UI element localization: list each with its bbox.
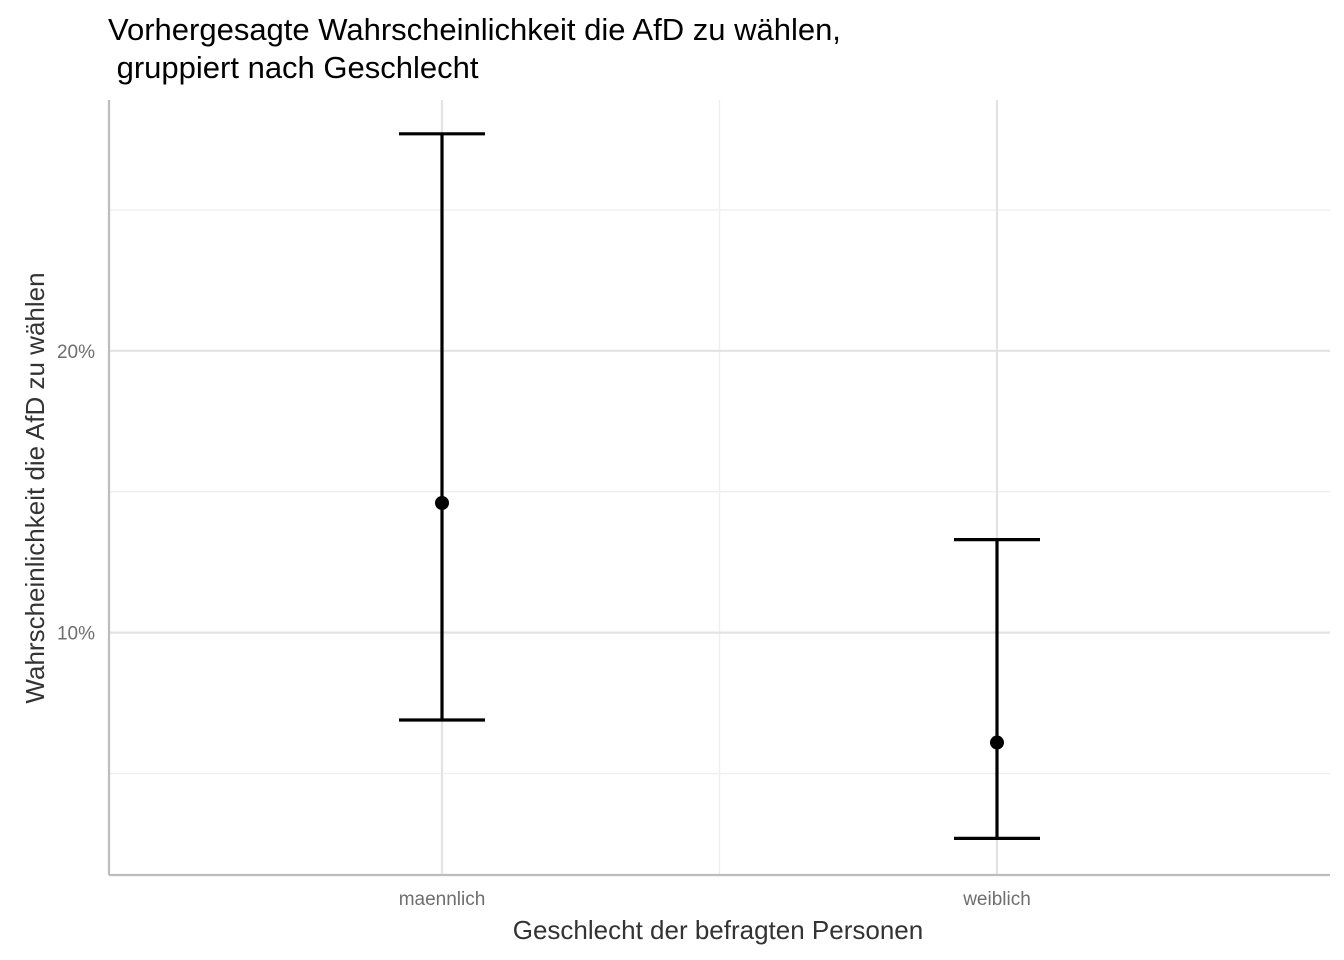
gridlines <box>109 100 1330 875</box>
errorbar-maennlich <box>399 132 485 722</box>
error-bars <box>399 132 1040 840</box>
x-tick-label: maennlich <box>399 889 486 910</box>
chart-title-line-1: Vorhergesagte Wahrscheinlichkeit die AfD… <box>108 12 841 47</box>
point-estimate <box>990 735 1004 750</box>
y-axis-title: Wahrscheinlichkeit die AfD zu wählen <box>20 272 50 703</box>
x-axis-title: Geschlecht der befragten Personen <box>513 915 923 945</box>
y-tick-label: 20% <box>57 342 95 363</box>
point-estimate <box>435 496 449 510</box>
tick-labels: 10% 20% maennlich weiblich <box>57 342 1031 910</box>
chart-title-line-2: gruppiert nach Geschlecht <box>108 50 479 85</box>
axes <box>107 100 1330 877</box>
y-tick-label: 10% <box>57 624 95 645</box>
x-tick-label: weiblich <box>962 889 1031 910</box>
errorbar-weiblich <box>954 538 1040 840</box>
